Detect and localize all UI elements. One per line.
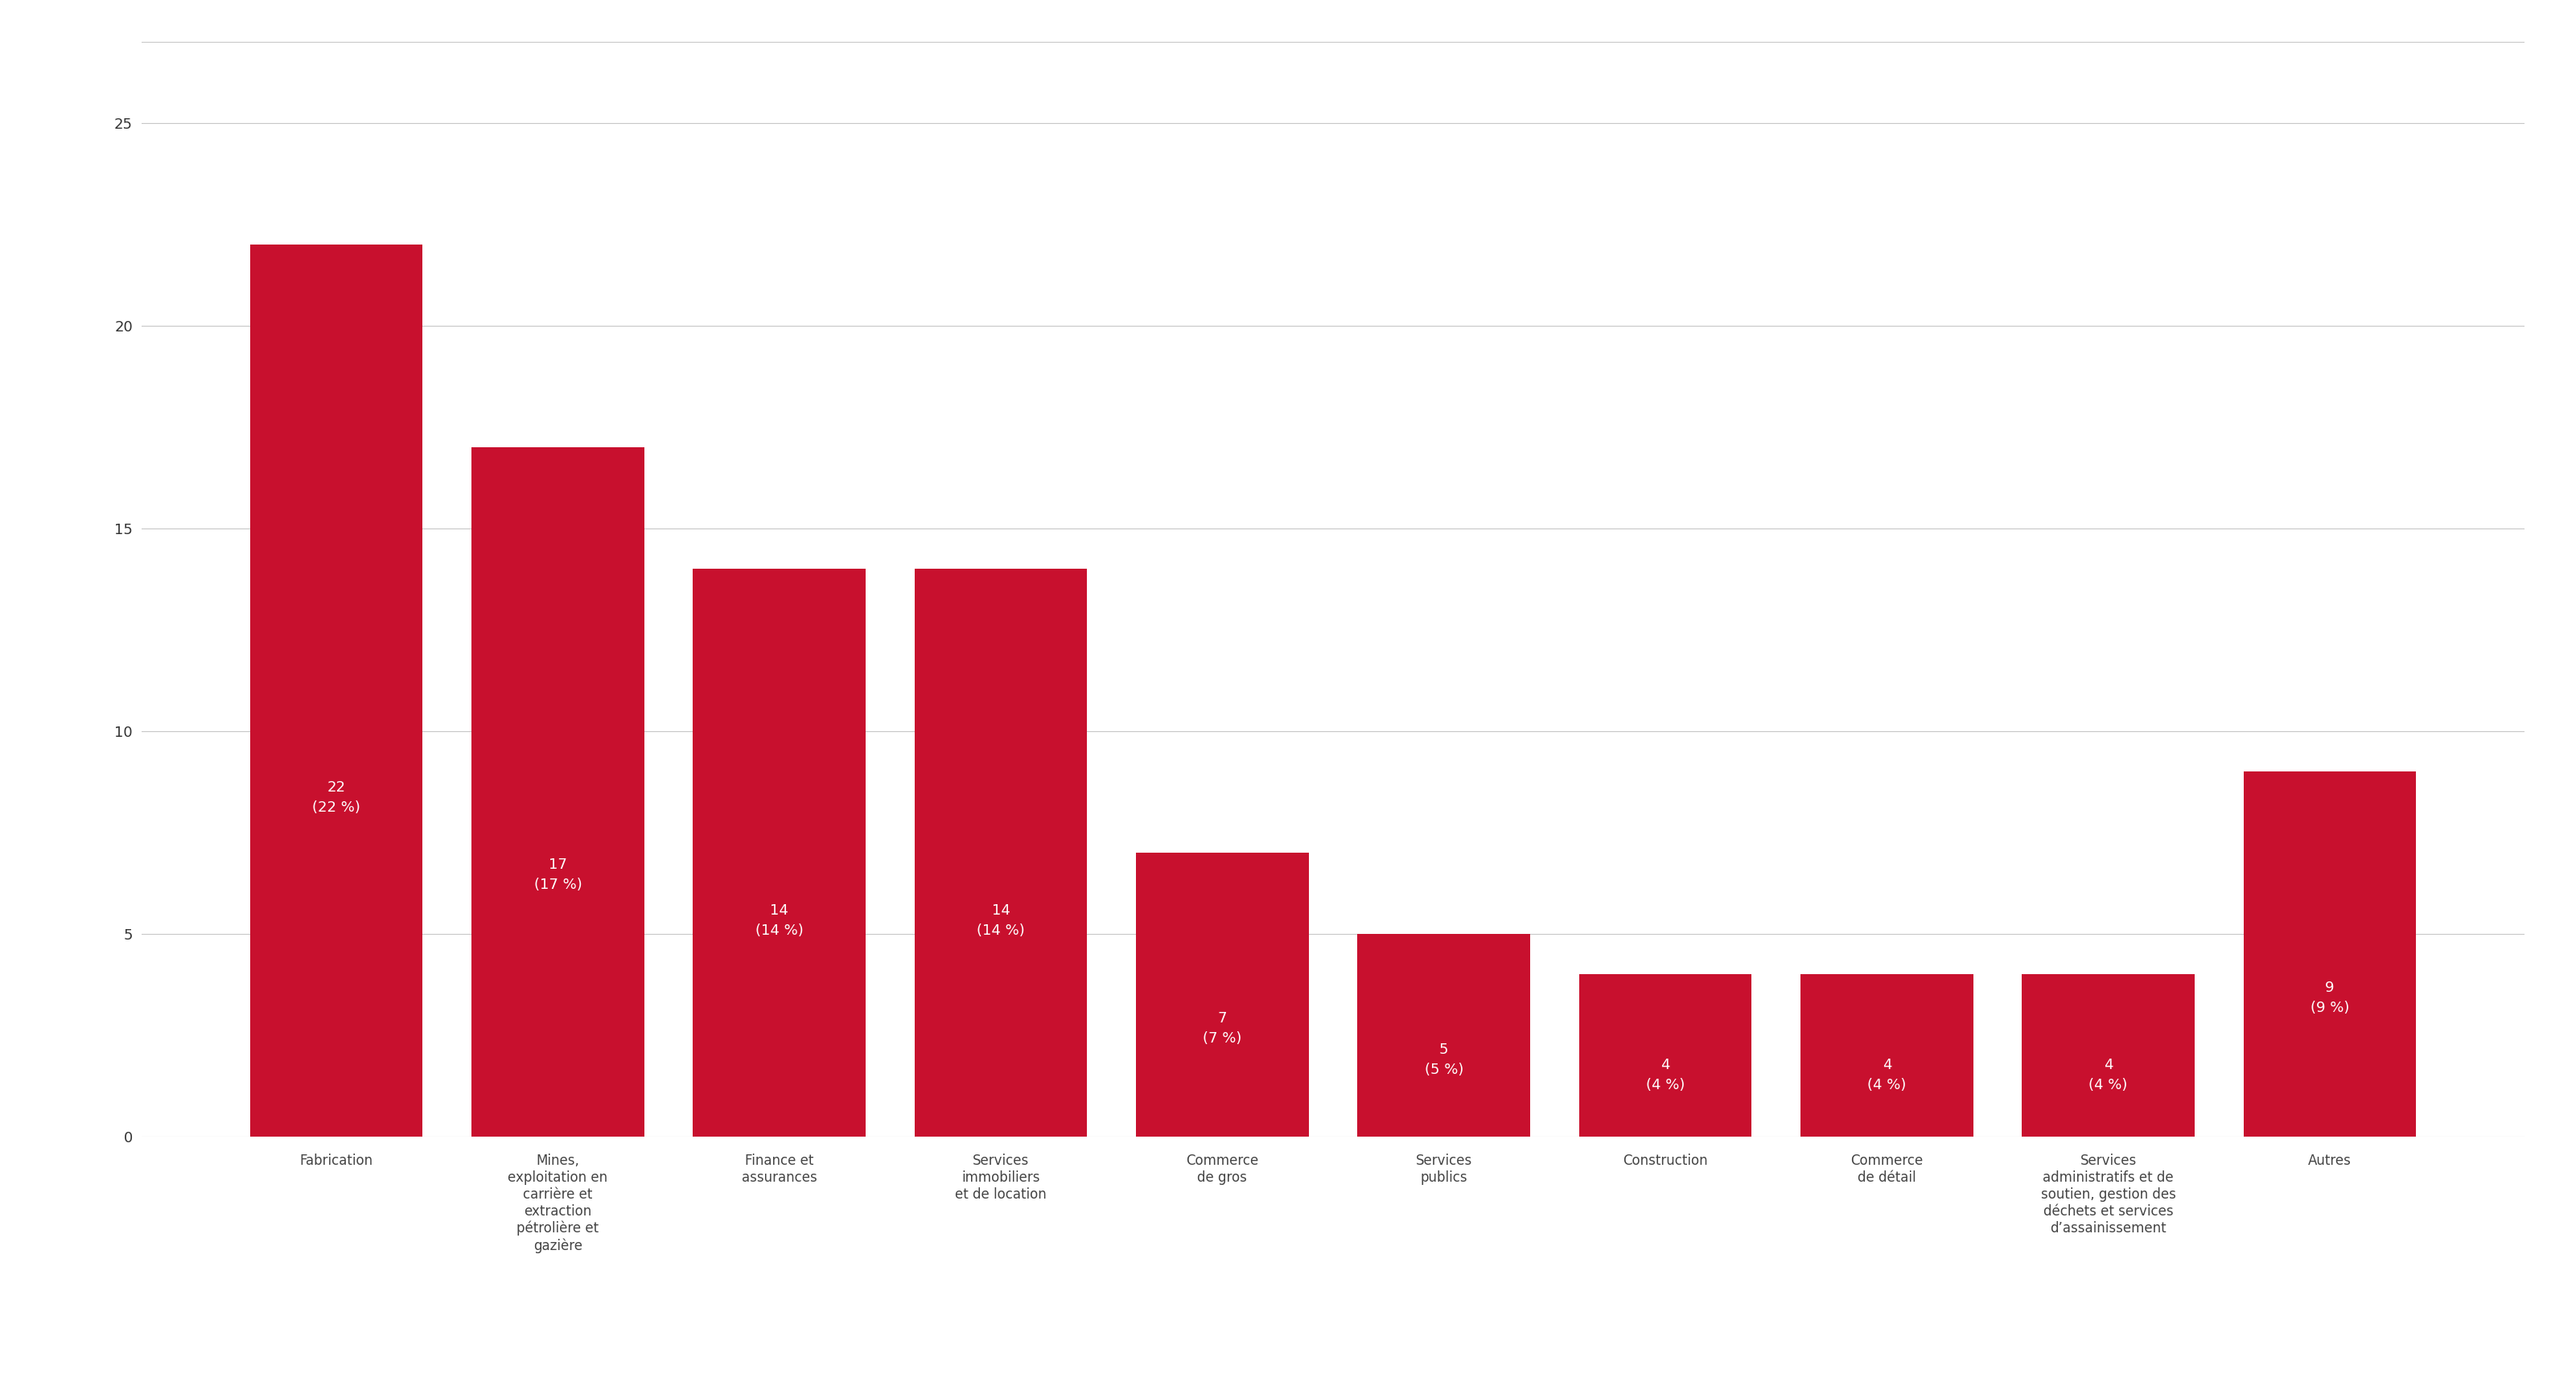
Text: 22
(22 %): 22 (22 %) <box>312 780 361 815</box>
Text: 14
(14 %): 14 (14 %) <box>755 904 804 938</box>
Text: 9
(9 %): 9 (9 %) <box>2311 980 2349 1015</box>
Bar <box>2244 772 2416 1137</box>
Bar <box>1801 974 1973 1137</box>
Bar <box>1358 934 1530 1137</box>
Text: 4
(4 %): 4 (4 %) <box>2089 1058 2128 1092</box>
Bar <box>693 568 866 1137</box>
Bar <box>250 244 422 1137</box>
Text: 14
(14 %): 14 (14 %) <box>976 904 1025 938</box>
Bar <box>914 568 1087 1137</box>
Bar <box>471 448 644 1137</box>
Text: 7
(7 %): 7 (7 %) <box>1203 1012 1242 1046</box>
Text: 4
(4 %): 4 (4 %) <box>1646 1058 1685 1092</box>
Text: 5
(5 %): 5 (5 %) <box>1425 1042 1463 1077</box>
Text: 4
(4 %): 4 (4 %) <box>1868 1058 1906 1092</box>
Bar <box>2022 974 2195 1137</box>
Bar <box>1579 974 1752 1137</box>
Bar <box>1136 852 1309 1137</box>
Text: 17
(17 %): 17 (17 %) <box>533 858 582 891</box>
